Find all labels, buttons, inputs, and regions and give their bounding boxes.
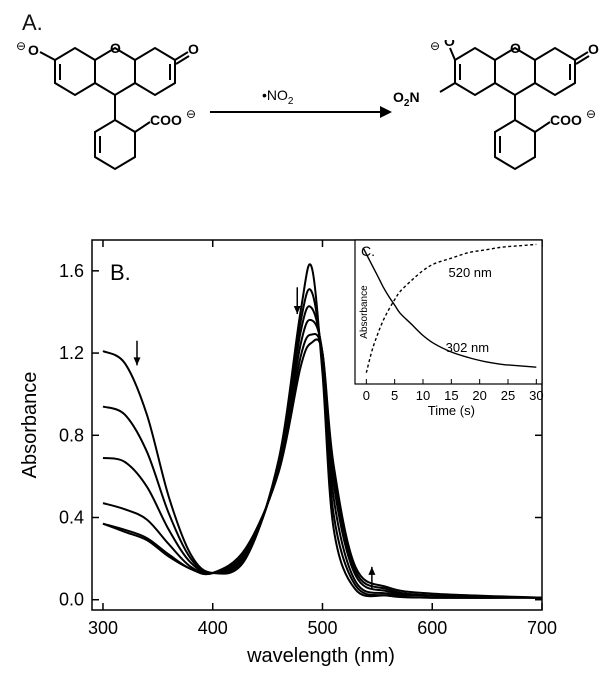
x-tick-label: 600 — [417, 618, 447, 638]
reagent-label: •NO2 — [262, 87, 294, 107]
y-tick-label: 1.2 — [59, 343, 84, 363]
reactant-keto-oxygen: O — [188, 41, 199, 57]
spectrum-line-1 — [102, 263, 543, 599]
increase-arrow-head — [368, 566, 376, 575]
inset-y-axis-label: Absorbance — [359, 285, 370, 339]
decrease-arrow-uv-head — [133, 357, 141, 366]
reactant-phenolate-charge: ⊖ — [16, 40, 26, 53]
y-axis-label: Absorbance — [19, 372, 41, 479]
series-label-302nm: 302 nm — [446, 340, 489, 355]
x-tick-label: 700 — [527, 618, 557, 638]
series-label-520nm: 520 nm — [449, 265, 492, 280]
inset-x-tick-label: 0 — [363, 388, 370, 403]
product-structure — [439, 46, 590, 171]
inset-line-520-nm — [365, 243, 537, 373]
inset-x-tick-label: 10 — [416, 388, 430, 403]
product-carboxylate: COO — [550, 112, 582, 128]
y-tick-label: 0.8 — [59, 425, 84, 445]
spectrum-line-6 — [102, 338, 543, 599]
panel-c-label: C. — [361, 243, 375, 259]
reactant-ring-oxygen: O — [110, 40, 121, 56]
inset-x-tick-label: 15 — [444, 388, 458, 403]
plot-frame — [91, 239, 543, 611]
x-axis-label: wavelength (nm) — [246, 645, 395, 667]
product-nitro-group: O2N — [393, 89, 420, 109]
x-tick-label: 400 — [198, 618, 228, 638]
product-keto-oxygen: O — [588, 41, 599, 57]
reactant-labels: O O ⊖ O COO ⊖ — [16, 40, 199, 128]
reactant-carboxylate: COO — [150, 112, 182, 128]
panel-a-label: A. — [22, 10, 43, 35]
inset-frame — [354, 239, 543, 385]
y-tick-label: 0.4 — [59, 508, 84, 528]
product-ring-oxygen: O — [510, 40, 521, 56]
reaction-scheme: O O ⊖ O COO ⊖ •NO2 O O ⊖ O O2N COO ⊖ — [16, 40, 599, 171]
inset-x-tick-label: 25 — [501, 388, 515, 403]
change-arrows — [133, 287, 376, 590]
inset-x-tick-label: 5 — [391, 388, 398, 403]
x-tick-label: 300 — [88, 618, 118, 638]
reactant-phenolate-oxygen: O — [28, 42, 39, 58]
inset-line-302-nm — [362, 248, 537, 368]
product-phenolate-oxygen: O — [444, 40, 455, 49]
inset-x-tick-label: 30 — [529, 388, 543, 403]
panel-b-label: B. — [110, 260, 131, 285]
spectrum-line-2 — [102, 288, 543, 599]
y-tick-label: 0.0 — [59, 590, 84, 610]
inset-x-axis-label: Time (s) — [428, 403, 475, 418]
y-tick-label: 1.6 — [59, 261, 84, 281]
inset-x-tick-label: 20 — [472, 388, 486, 403]
reactant-structure — [39, 46, 190, 171]
product-labels: O O ⊖ O O2N COO ⊖ — [393, 40, 599, 128]
product-carboxylate-charge: ⊖ — [586, 107, 596, 121]
spectrum-line-3 — [102, 305, 543, 599]
spectrum-line-5 — [102, 332, 543, 599]
reactant-carboxylate-charge: ⊖ — [186, 107, 196, 121]
decrease-arrow-peak-head — [293, 306, 301, 314]
product-phenolate-charge: ⊖ — [430, 40, 440, 53]
x-tick-label: 500 — [307, 618, 337, 638]
reaction-arrowhead — [380, 106, 392, 118]
